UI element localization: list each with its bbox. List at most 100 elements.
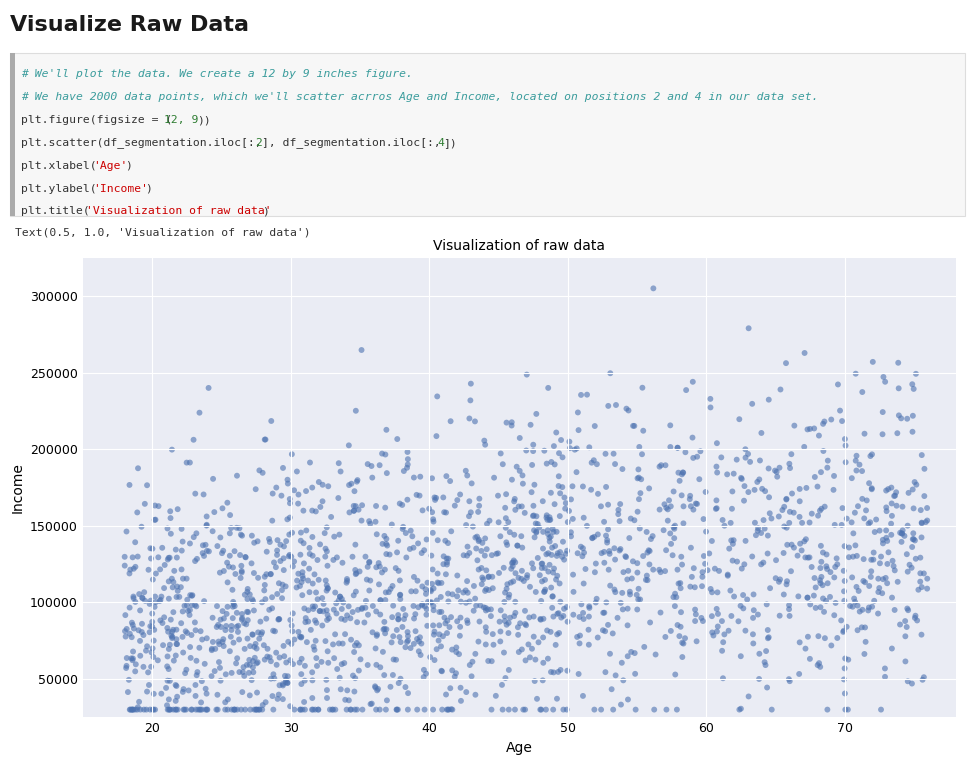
Point [400,635,415,647]
Point [222,550,238,562]
Point [427,494,443,506]
Point [449,591,465,603]
Point [154,591,170,603]
Point [136,629,151,641]
Point [188,704,204,716]
Point [271,613,287,625]
Point [460,540,476,553]
Point [277,669,292,682]
Point [850,600,866,612]
Point [706,629,722,641]
Point [199,518,214,531]
Point [579,389,595,401]
Point [514,530,529,542]
Point [733,600,749,612]
Point [242,588,257,600]
Point [817,632,833,644]
Point [919,572,935,584]
Point [731,413,747,425]
Text: 'Income': 'Income' [93,184,147,194]
Point [208,643,223,655]
Point [136,586,152,598]
Point [175,536,190,548]
Point [421,502,437,515]
Point [548,574,564,586]
Point [385,580,401,592]
Point [526,562,541,575]
Point [347,485,363,497]
Point [341,479,357,491]
Point [685,376,701,388]
Point [797,347,812,359]
Point [170,503,185,515]
Point [254,626,270,638]
Point [602,548,617,560]
Point [232,666,248,678]
Point [481,571,496,583]
Point [494,679,510,691]
Point [493,604,509,616]
Point [147,499,163,512]
Point [462,659,478,671]
Point [284,550,299,562]
Point [232,549,248,561]
Point [724,485,740,497]
Point [878,505,894,517]
Point [517,507,532,519]
Point [225,637,241,649]
Point [307,614,323,626]
Point [820,455,836,467]
Point [343,704,359,716]
Point [730,616,746,628]
Point [320,582,335,594]
Point [371,459,387,471]
Point [809,480,825,493]
Point [451,648,467,660]
Point [498,537,514,549]
Point [571,638,587,650]
Point [452,621,468,633]
Point [529,518,545,530]
Point [535,543,551,555]
Point [169,680,184,692]
Point [261,603,277,616]
Point [187,555,203,567]
Point [229,621,245,633]
Point [887,490,903,502]
Point [813,601,829,613]
Point [305,603,321,615]
Point [294,589,310,601]
Point [212,656,227,668]
Point [662,419,678,431]
Point [264,515,280,527]
Point [462,595,478,607]
Point [360,659,375,671]
Point [838,433,853,445]
Point [453,694,469,707]
Point [407,571,422,583]
Point [776,547,792,559]
Point [176,600,192,612]
Point [550,608,566,620]
Point [671,578,686,590]
Point [717,628,732,641]
Point [750,476,765,488]
Point [287,634,302,646]
Point [153,688,169,700]
Point [222,645,238,657]
Point [242,653,257,666]
Point [662,528,678,540]
Point [280,477,295,490]
Point [293,668,309,680]
Point [549,693,565,705]
Point [863,450,878,462]
Point [468,531,484,543]
Point [240,593,255,605]
Point [304,666,320,679]
Point [310,554,326,566]
Point [147,601,163,613]
Point [484,549,499,561]
Point [249,657,264,669]
Point [738,535,754,547]
Point [295,537,311,550]
